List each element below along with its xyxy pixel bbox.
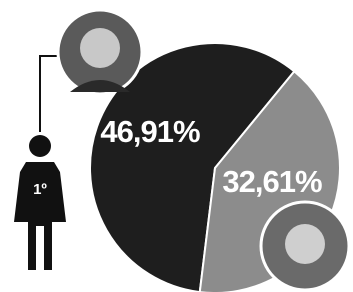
value-label: 32,61% xyxy=(222,164,322,199)
chart: 1º 46,91% 32,61% xyxy=(0,0,353,292)
rank-label: 1º xyxy=(33,181,47,198)
woman-icon xyxy=(14,135,66,270)
photo-face xyxy=(80,28,120,68)
value-label: 46,91% xyxy=(100,114,200,149)
photo-face xyxy=(285,224,325,264)
